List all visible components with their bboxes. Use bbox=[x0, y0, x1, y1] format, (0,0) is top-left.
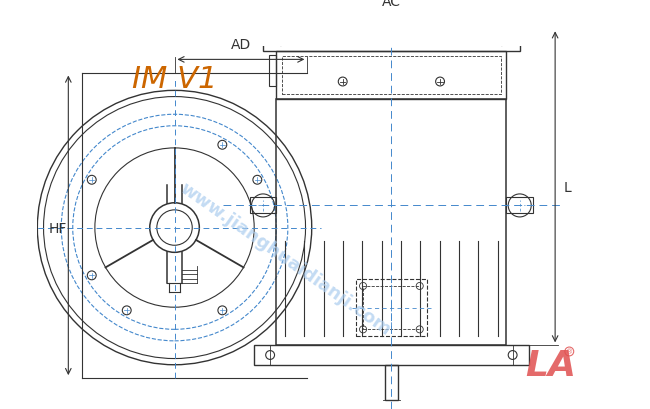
Text: www.jianghuaidianji.com: www.jianghuaidianji.com bbox=[176, 179, 394, 339]
Text: AC: AC bbox=[382, 0, 401, 9]
Bar bbox=[254, 346, 528, 365]
Text: L: L bbox=[564, 180, 572, 194]
Bar bbox=[276, 100, 506, 346]
Bar bbox=[276, 52, 506, 100]
Bar bbox=[506, 198, 533, 214]
Text: LA: LA bbox=[525, 348, 576, 382]
Text: IM V1: IM V1 bbox=[132, 65, 217, 94]
Bar bbox=[269, 56, 276, 87]
Bar bbox=[263, 29, 520, 52]
Bar bbox=[356, 279, 427, 337]
Text: AD: AD bbox=[231, 38, 251, 52]
Bar bbox=[363, 286, 420, 330]
Bar bbox=[281, 57, 501, 94]
Text: ®: ® bbox=[566, 348, 573, 355]
Bar bbox=[250, 198, 276, 214]
Bar bbox=[385, 365, 398, 400]
Text: HF: HF bbox=[49, 221, 67, 235]
